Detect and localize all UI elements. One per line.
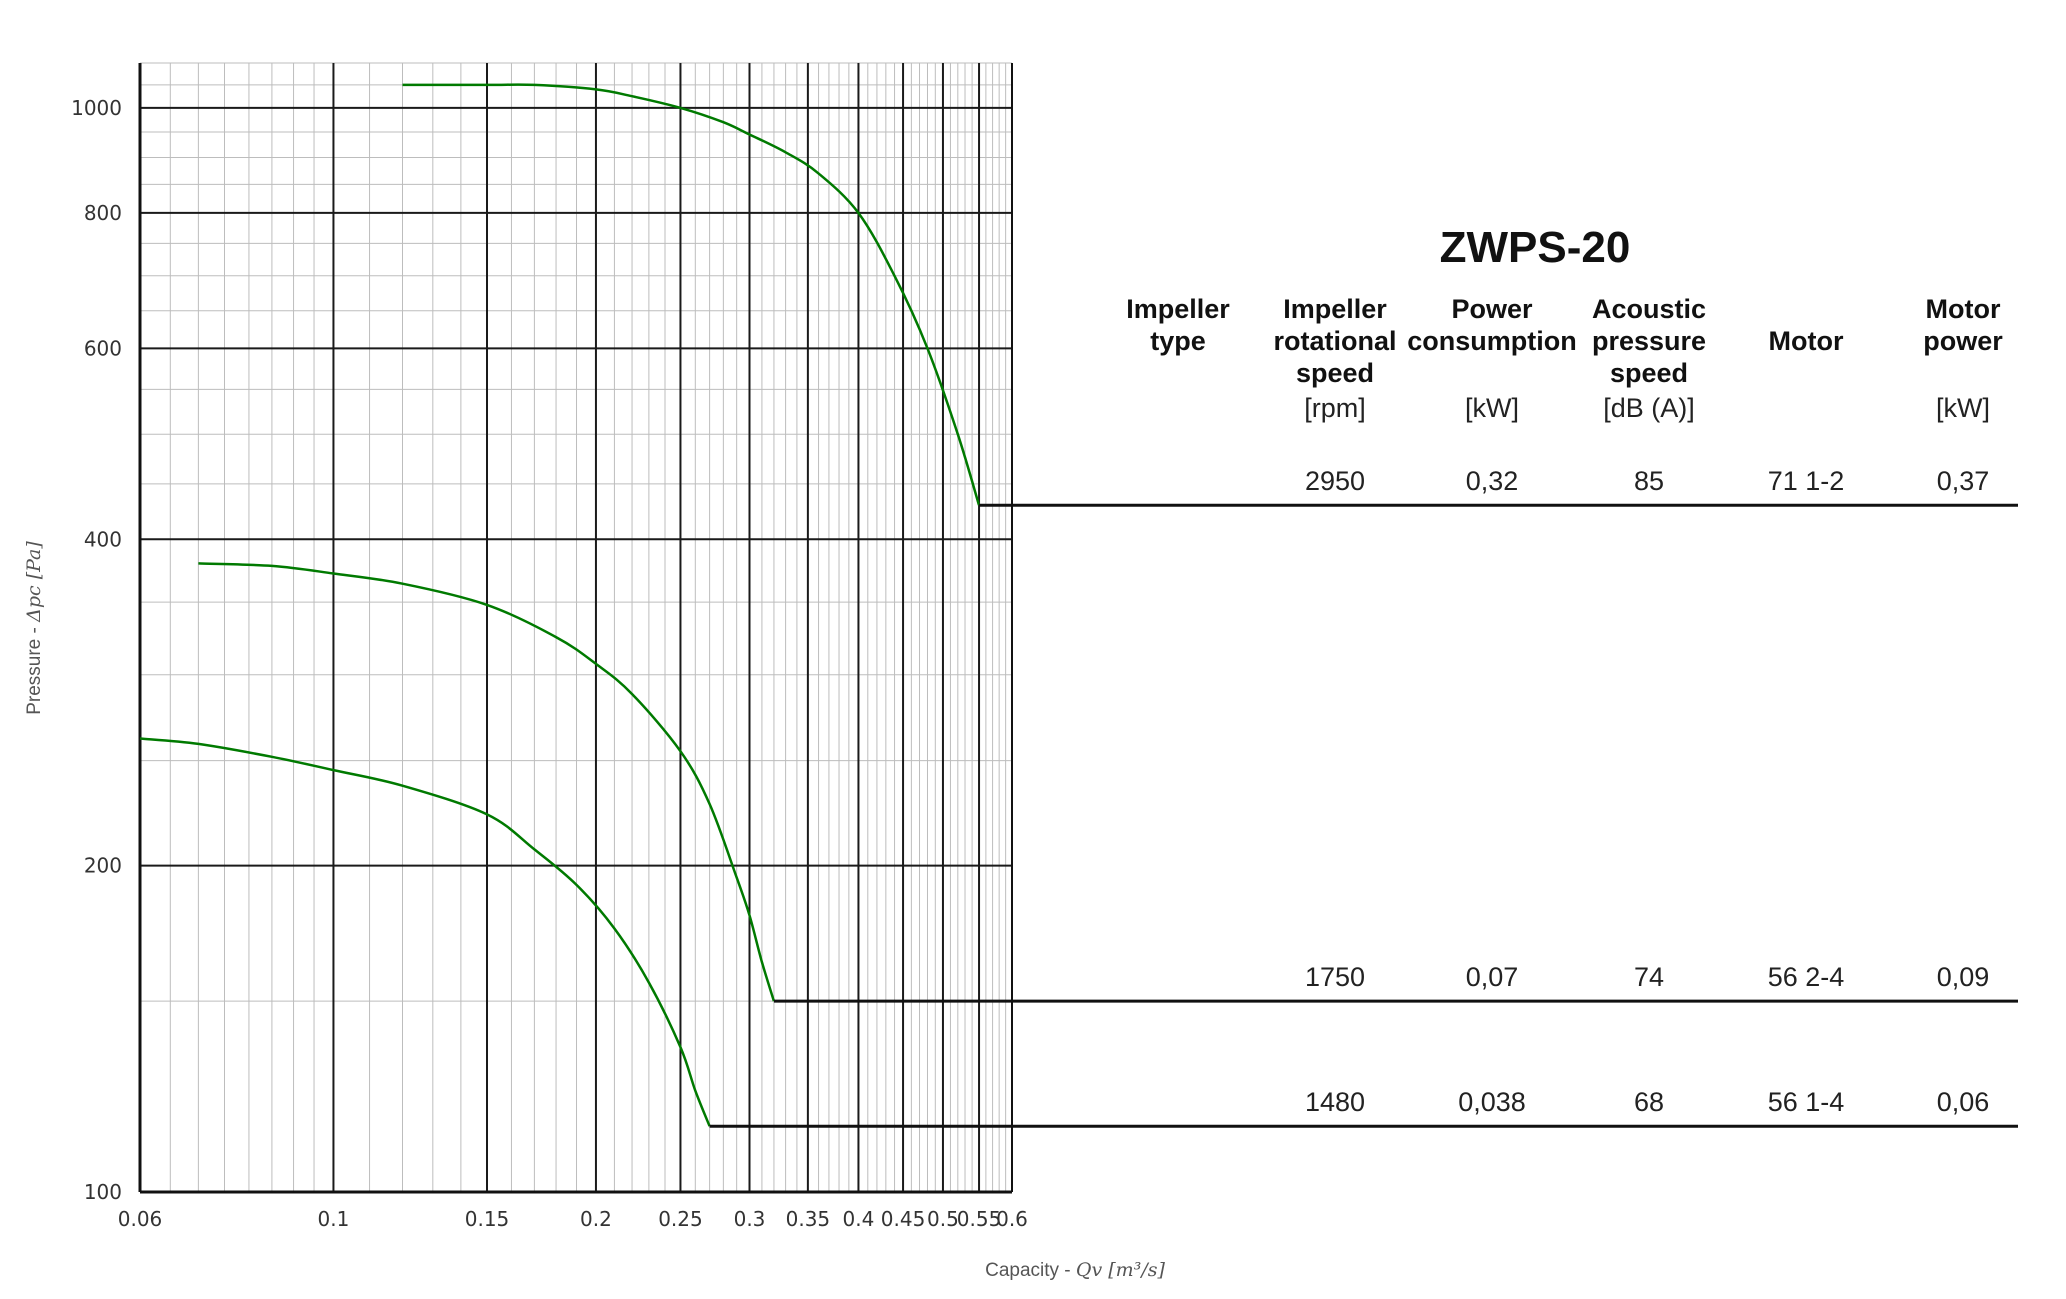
x-tick-label: 0.3 <box>734 1207 766 1231</box>
column-header-line: rotational <box>1273 326 1396 356</box>
performance-curve <box>139 737 711 1127</box>
y-tick-label: 1000 <box>71 96 122 120</box>
motor-power-cell: 0,09 <box>1937 962 1990 992</box>
major-gridlines <box>139 63 1013 1193</box>
y-axis-title: Pressure - Δpc [Pa] <box>23 541 45 715</box>
rpm-cell: 2950 <box>1305 466 1365 496</box>
performance-curves <box>139 83 981 1127</box>
column-header-line: power <box>1923 326 2003 356</box>
x-tick-label: 0.45 <box>881 1207 926 1231</box>
column-header-line: type <box>1150 326 1206 356</box>
rpm-cell: 1480 <box>1305 1087 1365 1117</box>
x-tick-label: 0.2 <box>580 1207 612 1231</box>
column-unit: [kW] <box>1465 393 1519 423</box>
acoustic-pressure-cell: 85 <box>1634 466 1664 496</box>
motor-cell: 56 2-4 <box>1768 962 1845 992</box>
y-tick-label: 100 <box>84 1180 122 1204</box>
column-header-line: Impeller <box>1126 294 1230 324</box>
x-tick-label: 0.6 <box>996 1207 1028 1231</box>
y-tick-label: 200 <box>84 854 122 878</box>
minor-gridlines <box>139 62 1013 1193</box>
motor-cell: 56 1-4 <box>1768 1087 1845 1117</box>
y-axis-title-prefix: Pressure - <box>24 622 45 715</box>
column-header-line: Motor <box>1769 326 1844 356</box>
acoustic-pressure-cell: 74 <box>1634 962 1664 992</box>
x-tick-labels: 0.06 0.1 0.15 0.2 0.25 0.3 0.35 0.4 0.45 0.50.550… <box>118 1207 1028 1231</box>
power-consumption-cell: 0,32 <box>1466 466 1519 496</box>
table-body: 2950 0,32 85 71 1-2 0,37 1750 0,07 74 56 2-4 0,09… <box>1305 466 1989 1117</box>
column-header-line: Power <box>1451 294 1533 324</box>
column-unit: [rpm] <box>1304 393 1366 423</box>
power-consumption-cell: 0,07 <box>1466 962 1519 992</box>
column-header-line: Acoustic <box>1592 294 1706 324</box>
column-header-line: speed <box>1296 358 1374 388</box>
performance-curve <box>198 562 776 1002</box>
motor-power-cell: 0,37 <box>1937 466 1990 496</box>
column-unit: [kW] <box>1936 393 1990 423</box>
column-header-line: consumption <box>1407 326 1577 356</box>
performance-curve <box>402 83 981 506</box>
motor-power-cell: 0,06 <box>1937 1087 1990 1117</box>
x-axis-title-prefix: Capacity - <box>985 1260 1076 1281</box>
motor-cell: 71 1-2 <box>1768 466 1845 496</box>
x-tick-label: 0.15 <box>465 1207 510 1231</box>
power-consumption-cell: 0,038 <box>1458 1087 1526 1117</box>
y-tick-label: 800 <box>84 201 122 225</box>
y-tick-label: 400 <box>84 527 122 551</box>
x-tick-label: 0.5 <box>927 1207 959 1231</box>
y-tick-labels: 100 200 400 600 800 1000 <box>71 96 122 1204</box>
x-tick-label: 0.25 <box>658 1207 703 1231</box>
x-tick-label: 0.4 <box>843 1207 875 1231</box>
row-leader-lines <box>709 503 2018 1128</box>
rpm-cell: 1750 <box>1305 962 1365 992</box>
column-header-line: pressure <box>1592 326 1706 356</box>
table-header: ImpellertypeImpellerrotationalspeed[rpm]… <box>1126 294 2003 423</box>
x-axis-title: Capacity - Qv [m³/s] <box>985 1259 1165 1281</box>
x-tick-label: 0.55 <box>957 1207 1002 1231</box>
x-tick-label: 0.1 <box>318 1207 350 1231</box>
x-axis-title-symbol: Qv [m³/s] <box>1076 1259 1166 1281</box>
axes <box>138 63 1013 1194</box>
column-unit: [dB (A)] <box>1603 393 1695 423</box>
x-tick-label: 0.06 <box>118 1207 163 1231</box>
y-axis-title-symbol: Δpc [Pa] <box>23 541 45 623</box>
column-header-line: speed <box>1610 358 1688 388</box>
column-header-line: Motor <box>1926 294 2001 324</box>
acoustic-pressure-cell: 68 <box>1634 1087 1664 1117</box>
x-tick-label: 0.35 <box>786 1207 831 1231</box>
column-header-line: Impeller <box>1283 294 1387 324</box>
y-tick-label: 600 <box>84 336 122 360</box>
chart-title: ZWPS-20 <box>1440 223 1631 272</box>
